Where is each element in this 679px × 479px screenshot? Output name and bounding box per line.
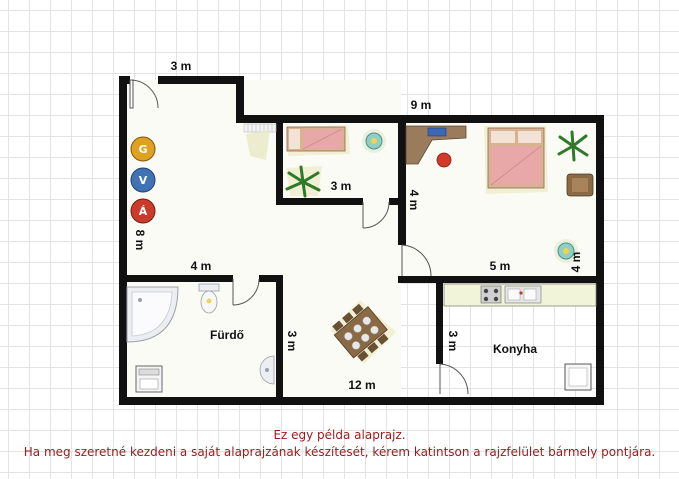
dim-top-left-width: 3 m	[171, 59, 192, 73]
water-meter-icon: V	[130, 167, 156, 193]
wall-kitchen-left	[436, 276, 443, 364]
utility-badges: G V Á	[130, 136, 156, 224]
wall-left	[119, 76, 127, 405]
dim-small-room-height: 4 m	[407, 190, 421, 211]
wall-top-step	[236, 76, 244, 123]
doors	[129, 79, 469, 395]
example-notice: Ez egy példa alaprajz.	[273, 428, 406, 442]
dim-bathroom-width: 4 m	[191, 259, 212, 273]
double-bed-icon	[484, 126, 548, 194]
badge-letter-g: G	[138, 143, 147, 156]
armchair-icon	[566, 173, 594, 197]
electric-meter-icon: Á	[130, 198, 156, 224]
gas-meter-icon: G	[130, 136, 156, 162]
radiator-icon	[243, 123, 277, 133]
bathtub-icon	[126, 286, 179, 343]
wall-bath-right	[276, 275, 283, 405]
single-bed-icon	[286, 125, 350, 156]
washbasin-icon	[259, 355, 275, 385]
plant-icon	[285, 165, 322, 198]
furniture	[126, 123, 597, 393]
wall-right	[596, 115, 604, 405]
bedroom-door	[401, 244, 432, 277]
small-room-door	[362, 201, 390, 229]
wall-top-right	[236, 115, 603, 123]
badge-letter-a: Á	[139, 205, 148, 218]
wall-small-room-left	[276, 115, 283, 205]
entrance-door	[129, 79, 159, 109]
lamp-icon	[554, 239, 578, 263]
badge-letter-v: V	[139, 174, 148, 187]
dim-middle-height: 3 m	[285, 331, 299, 352]
fridge-icon	[564, 363, 592, 391]
dim-left-height: 8 m	[133, 230, 147, 251]
wall-bottom	[119, 397, 604, 405]
wall-bedroom-left	[398, 115, 406, 245]
dim-top-right-width: 9 m	[411, 98, 432, 112]
room-label-kitchen: Konyha	[493, 342, 537, 356]
dimension-labels: 3 m 9 m 8 m 3 m 4 m 5 m 4 m 4 m 3 m 3 m …	[133, 59, 583, 392]
plant-icon	[557, 130, 589, 162]
dim-small-room-width: 3 m	[331, 179, 352, 193]
bathroom-door	[232, 278, 260, 306]
rug-icon	[246, 130, 270, 160]
start-instructions: Ha meg szeretné kezdeni a saját alaprajz…	[23, 445, 656, 459]
wall-small-room-bottom-right	[389, 198, 406, 205]
wall-top-left	[158, 76, 244, 84]
dim-bedroom-height: 4 m	[569, 252, 583, 273]
room-label-bathroom: Fürdő	[210, 328, 244, 342]
wall-bath-top-right	[259, 275, 283, 282]
dim-kitchen-height: 3 m	[446, 331, 460, 352]
dining-table-icon	[330, 300, 396, 364]
room-labels: Fürdő Konyha	[210, 328, 537, 356]
toilet-icon	[198, 283, 220, 314]
walls	[119, 76, 604, 405]
wall-bedroom-bottom	[398, 276, 603, 283]
washing-machine-icon	[135, 365, 163, 393]
dim-bedroom-width: 5 m	[490, 259, 511, 273]
wall-bath-top	[119, 275, 233, 282]
kitchen-counter-icon	[443, 283, 597, 307]
corner-desk-icon	[405, 125, 467, 168]
wall-small-room-bottom	[276, 198, 363, 205]
kitchen-door	[439, 363, 469, 395]
lamp-icon	[362, 129, 386, 153]
dim-bottom-width: 12 m	[348, 378, 375, 392]
